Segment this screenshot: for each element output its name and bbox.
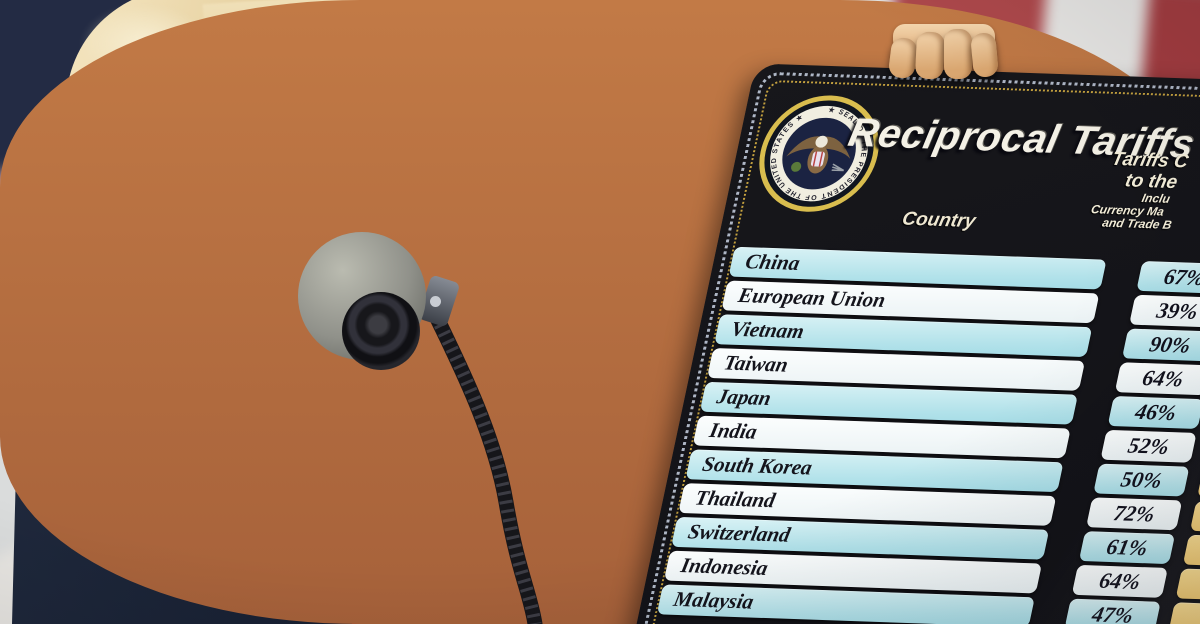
presidential-seal-icon: ★ SEAL OF THE PRESIDENT OF THE UNITED ST… [746,92,891,215]
tariff-board: ★ SEAL OF THE PRESIDENT OF THE UNITED ST… [462,40,1200,624]
microphone-screw [430,296,441,307]
board-glare [569,63,1200,624]
finger [914,31,946,80]
finger [944,29,972,79]
microphone-capsule [342,292,420,370]
finger [970,31,999,79]
